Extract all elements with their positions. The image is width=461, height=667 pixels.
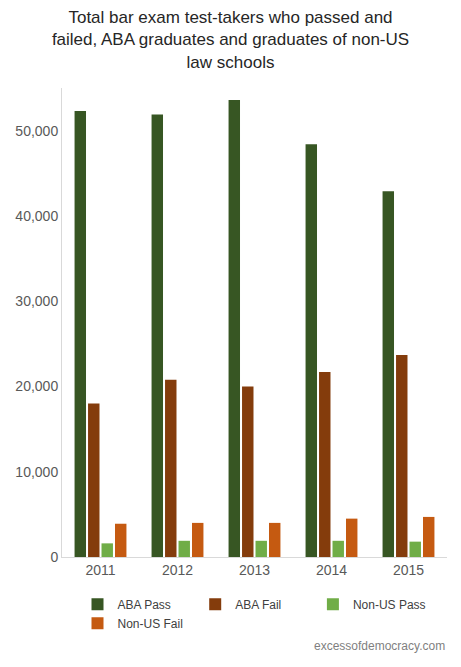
svg-text:10,000: 10,000 [15,464,58,480]
svg-text:30,000: 30,000 [15,293,58,309]
svg-text:2015: 2015 [393,562,424,578]
svg-text:50,000: 50,000 [15,123,58,139]
svg-text:ABA Pass: ABA Pass [118,598,171,612]
svg-text:0: 0 [50,549,58,565]
svg-text:ABA Fail: ABA Fail [235,598,281,612]
svg-text:2014: 2014 [316,562,347,578]
svg-text:Non-US Pass: Non-US Pass [353,598,426,612]
svg-text:Non-US Fail: Non-US Fail [118,617,183,631]
svg-text:20,000: 20,000 [15,378,58,394]
svg-text:40,000: 40,000 [15,208,58,224]
svg-text:Total bar exam test-takers who: Total bar exam test-takers who passed an… [52,8,409,71]
svg-text:2013: 2013 [239,562,270,578]
svg-text:2011: 2011 [85,562,115,578]
svg-text:2012: 2012 [162,562,193,578]
svg-text:excessofdemocracy.com: excessofdemocracy.com [314,639,445,653]
